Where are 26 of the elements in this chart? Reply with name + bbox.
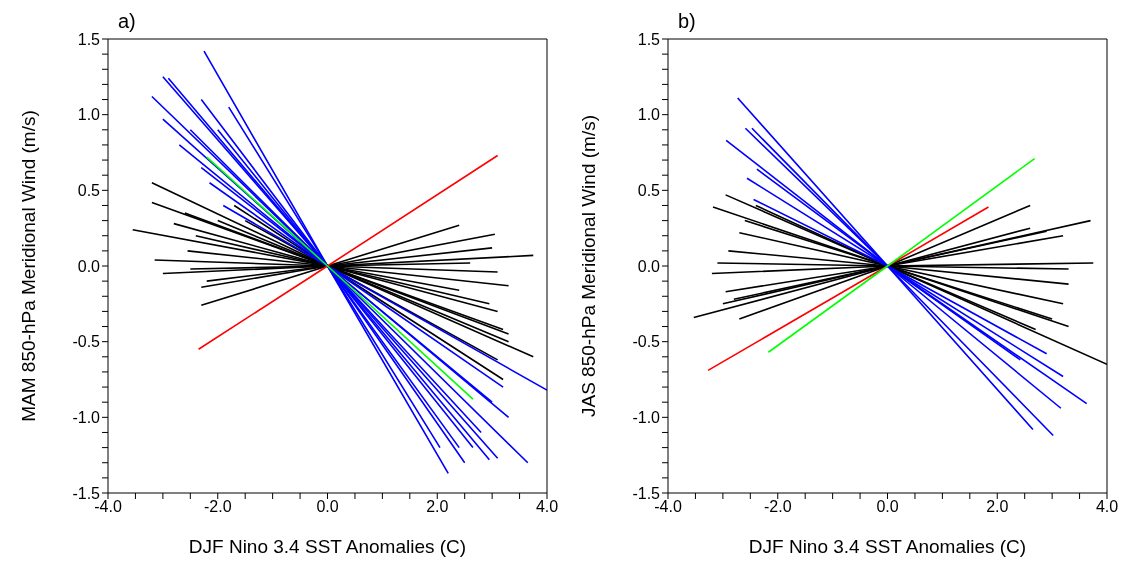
y-tick-label: 0.0 <box>77 257 101 275</box>
y-axis-title: MAM 850-hPa Meridional Wind (m/s) <box>17 110 39 422</box>
y-tick-label: 0.5 <box>637 182 661 200</box>
y-tick-label: 0.0 <box>637 257 661 275</box>
y-tick-label: 1.5 <box>77 30 101 48</box>
y-axis-title: JAS 850-hPa Meridional Wind (m/s) <box>577 115 599 417</box>
chart-title: a) <box>118 10 136 33</box>
chart-title: b) <box>678 10 696 33</box>
x-tick-label: 4.0 <box>535 498 559 516</box>
y-tick-label: -0.5 <box>72 333 101 351</box>
x-tick-label: 4.0 <box>1095 498 1119 516</box>
x-axis-title: DJF Nino 3.4 SST Anomalies (C) <box>748 536 1027 557</box>
y-tick-label: 1.5 <box>637 30 661 48</box>
x-tick-label: 0.0 <box>316 498 339 516</box>
y-tick-label: 1.0 <box>77 106 101 124</box>
x-axis-title: DJF Nino 3.4 SST Anomalies (C) <box>188 536 467 557</box>
x-tick-label: 2.0 <box>986 498 1009 516</box>
x-tick-label: 2.0 <box>426 498 449 516</box>
y-tick-label: -1.0 <box>72 409 101 427</box>
x-tick-label: -2.0 <box>203 498 232 516</box>
y-tick-label: 0.5 <box>77 182 101 200</box>
y-tick-label: -1.0 <box>632 409 661 427</box>
x-tick-label: -2.0 <box>763 498 792 516</box>
y-tick-label: -0.5 <box>632 333 661 351</box>
y-tick-label: 1.0 <box>637 106 661 124</box>
x-tick-label: 0.0 <box>876 498 899 516</box>
